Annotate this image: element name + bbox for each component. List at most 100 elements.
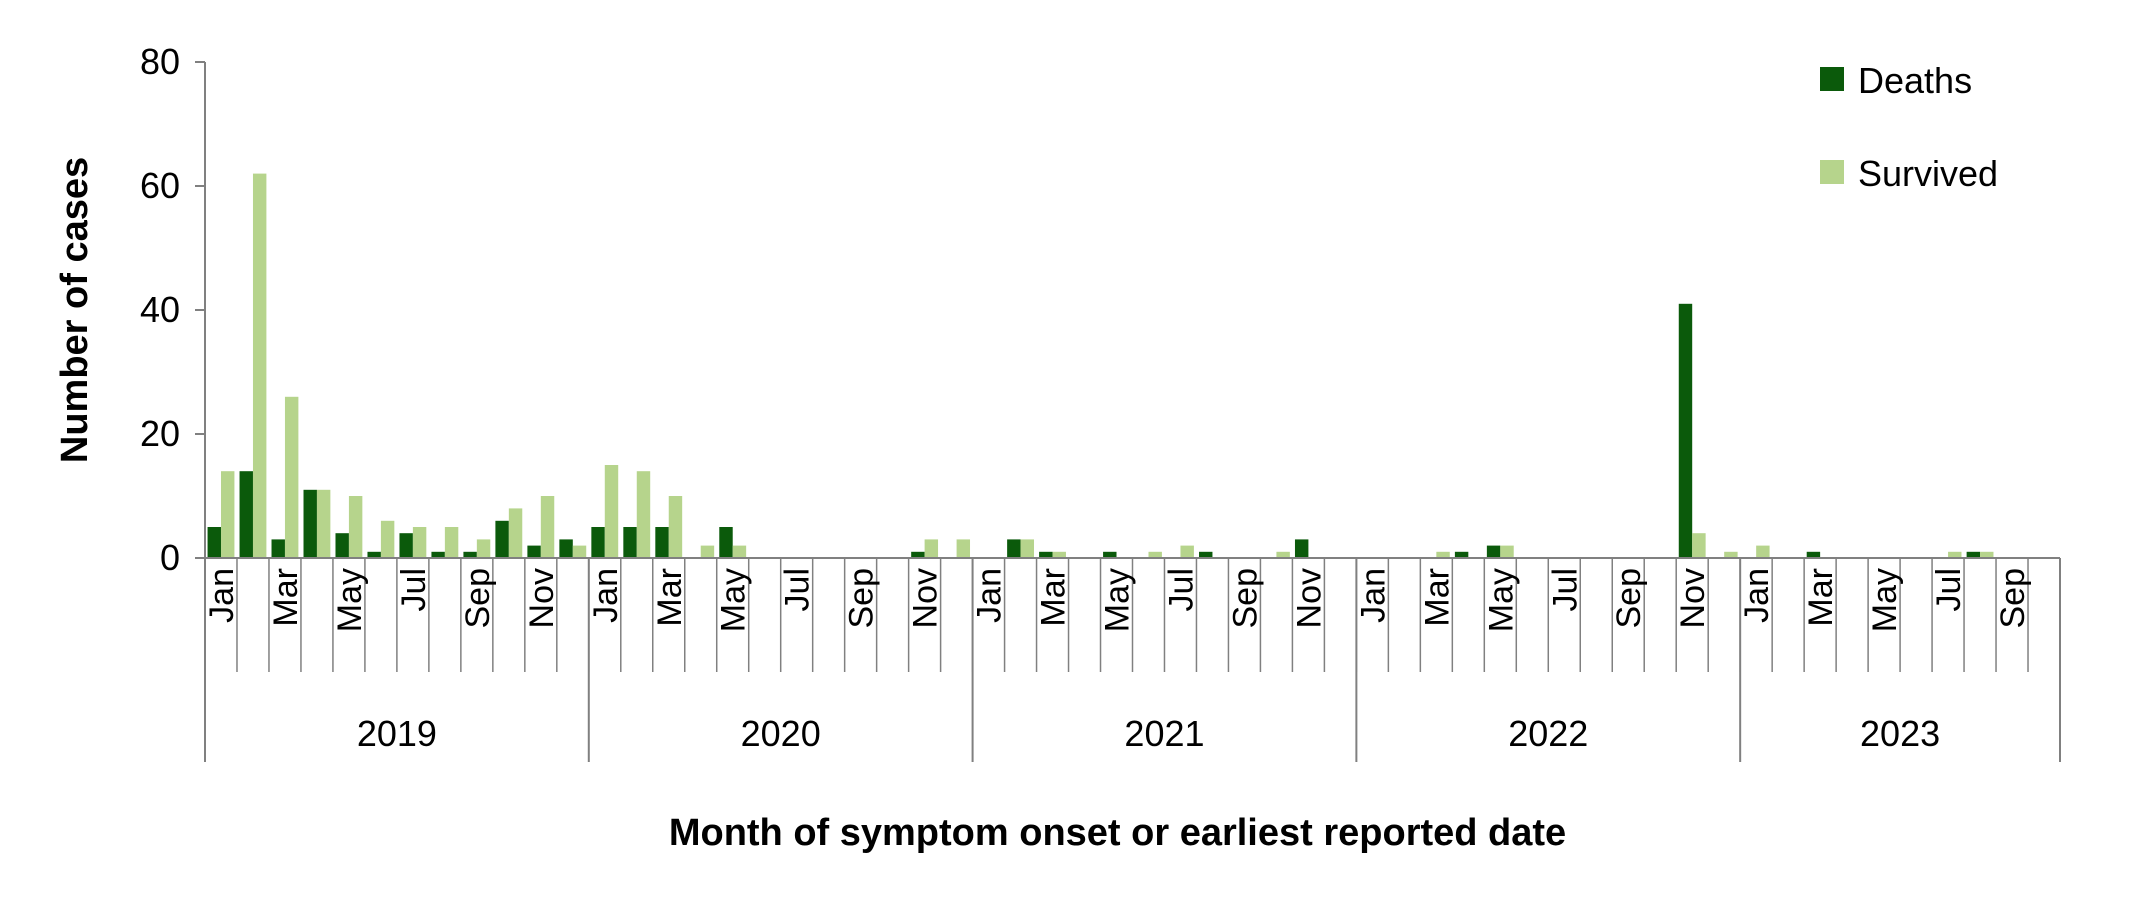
- bar-survived-12: [604, 465, 619, 558]
- x-tick-label: Jan: [1738, 568, 1776, 623]
- x-tick-label: Sep: [843, 568, 881, 629]
- x-year-label: 2020: [741, 713, 821, 754]
- x-year-label: 2023: [1860, 713, 1940, 754]
- bar-deaths-0: [207, 527, 221, 558]
- x-tick-label: Jan: [203, 568, 241, 623]
- bar-survived-29: [1148, 551, 1162, 558]
- bar-survived-6: [412, 527, 427, 558]
- bar-deaths-6: [399, 533, 413, 558]
- y-tick-label: 0: [160, 537, 180, 578]
- x-tick-label: Mar: [1802, 568, 1840, 627]
- x-year-label: 2022: [1508, 713, 1588, 754]
- bar-deaths-16: [719, 527, 733, 558]
- x-tick-label: Nov: [523, 568, 561, 628]
- bar-deaths-10: [527, 545, 541, 558]
- bar-survived-55: [1980, 551, 1994, 558]
- x-tick-label: Mar: [1418, 568, 1456, 627]
- bar-survived-26: [1052, 551, 1066, 558]
- bar-deaths-55: [1966, 551, 1981, 558]
- bar-survived-13: [636, 471, 651, 558]
- x-tick-label: Mar: [651, 568, 689, 627]
- x-tick-label: Sep: [1226, 568, 1264, 629]
- bar-survived-11: [572, 545, 587, 558]
- x-tick-label: May: [1482, 568, 1520, 632]
- x-tick-label: May: [1866, 568, 1904, 632]
- bar-deaths-7: [431, 551, 445, 558]
- bar-deaths-13: [623, 527, 637, 558]
- bar-deaths-22: [911, 551, 925, 558]
- y-tick-label: 80: [140, 41, 180, 82]
- bar-deaths-9: [495, 520, 509, 558]
- bar-deaths-25: [1007, 539, 1021, 558]
- y-tick-label: 40: [140, 289, 180, 330]
- y-tick-label: 20: [140, 413, 180, 454]
- bar-survived-38: [1436, 551, 1450, 558]
- bar-survived-25: [1020, 539, 1034, 558]
- x-tick-label: Nov: [1290, 568, 1328, 628]
- bar-deaths-40: [1486, 545, 1501, 558]
- axes-group: [204, 62, 2060, 559]
- bar-deaths-3: [303, 489, 317, 558]
- x-tick-label: Jul: [1162, 568, 1200, 611]
- x-tick-label: May: [715, 568, 753, 632]
- x-tick-label: Jan: [971, 568, 1009, 623]
- bar-deaths-39: [1454, 551, 1469, 558]
- bar-deaths-1: [239, 471, 253, 558]
- x-tick-label: Sep: [459, 568, 497, 629]
- bar-deaths-5: [367, 551, 381, 558]
- bar-survived-7: [444, 527, 459, 558]
- bar-survived-48: [1756, 545, 1770, 558]
- bar-survived-46: [1692, 533, 1706, 558]
- x-year-label: 2021: [1124, 713, 1204, 754]
- bar-survived-0: [220, 471, 235, 558]
- legend: Deaths Survived: [1820, 60, 1998, 194]
- bar-survived-14: [668, 496, 683, 558]
- x-tick-label: Jul: [779, 568, 817, 611]
- bar-survived-30: [1180, 545, 1194, 558]
- bar-survived-54: [1948, 551, 1962, 558]
- legend-swatch-survived: [1820, 160, 1844, 184]
- bar-survived-4: [348, 496, 363, 558]
- x-year-label: 2019: [357, 713, 437, 754]
- bar-deaths-26: [1039, 551, 1053, 558]
- bar-survived-2: [284, 396, 299, 558]
- bar-deaths-14: [655, 527, 669, 558]
- x-tick-label: Mar: [1035, 568, 1073, 627]
- legend-label-survived: Survived: [1858, 153, 1998, 194]
- bars-group: [207, 173, 1994, 558]
- bar-deaths-8: [463, 551, 477, 558]
- bar-survived-40: [1500, 545, 1514, 558]
- bar-survived-33: [1276, 551, 1290, 558]
- bar-survived-10: [540, 496, 555, 558]
- x-ticks-group: Jan Mar May Jul Sep Nov Jan Mar May Jul Sep Nov Jan M…: [203, 558, 2061, 762]
- x-tick-label: Sep: [1994, 568, 2032, 629]
- bar-survived-47: [1724, 551, 1738, 558]
- x-tick-label: May: [331, 568, 369, 632]
- bar-deaths-12: [591, 527, 605, 558]
- bar-survived-8: [476, 539, 491, 558]
- bar-survived-9: [508, 508, 523, 558]
- x-tick-label: Jan: [587, 568, 625, 623]
- bar-deaths-4: [335, 533, 349, 558]
- bar-survived-15: [700, 545, 715, 558]
- bar-deaths-28: [1103, 551, 1117, 558]
- x-tick-label: Nov: [907, 568, 945, 628]
- bar-deaths-46: [1678, 303, 1693, 558]
- x-tick-label: Jul: [1546, 568, 1584, 611]
- x-tick-label: Sep: [1610, 568, 1648, 629]
- bar-deaths-50: [1806, 551, 1821, 558]
- y-tick-label: 60: [140, 165, 180, 206]
- x-tick-label: Mar: [267, 568, 305, 627]
- y-axis-title: Number of cases: [54, 157, 96, 463]
- x-axis-title: Month of symptom onset or earliest repor…: [669, 812, 1566, 854]
- bar-survived-5: [380, 520, 395, 558]
- bar-survived-3: [316, 489, 331, 558]
- x-tick-label: Nov: [1674, 568, 1712, 628]
- x-tick-label: May: [1099, 568, 1137, 632]
- x-tick-label: Jan: [1354, 568, 1392, 623]
- legend-swatch-deaths: [1820, 67, 1844, 91]
- x-tick-label: Jul: [1930, 568, 1968, 611]
- bar-deaths-34: [1294, 539, 1309, 558]
